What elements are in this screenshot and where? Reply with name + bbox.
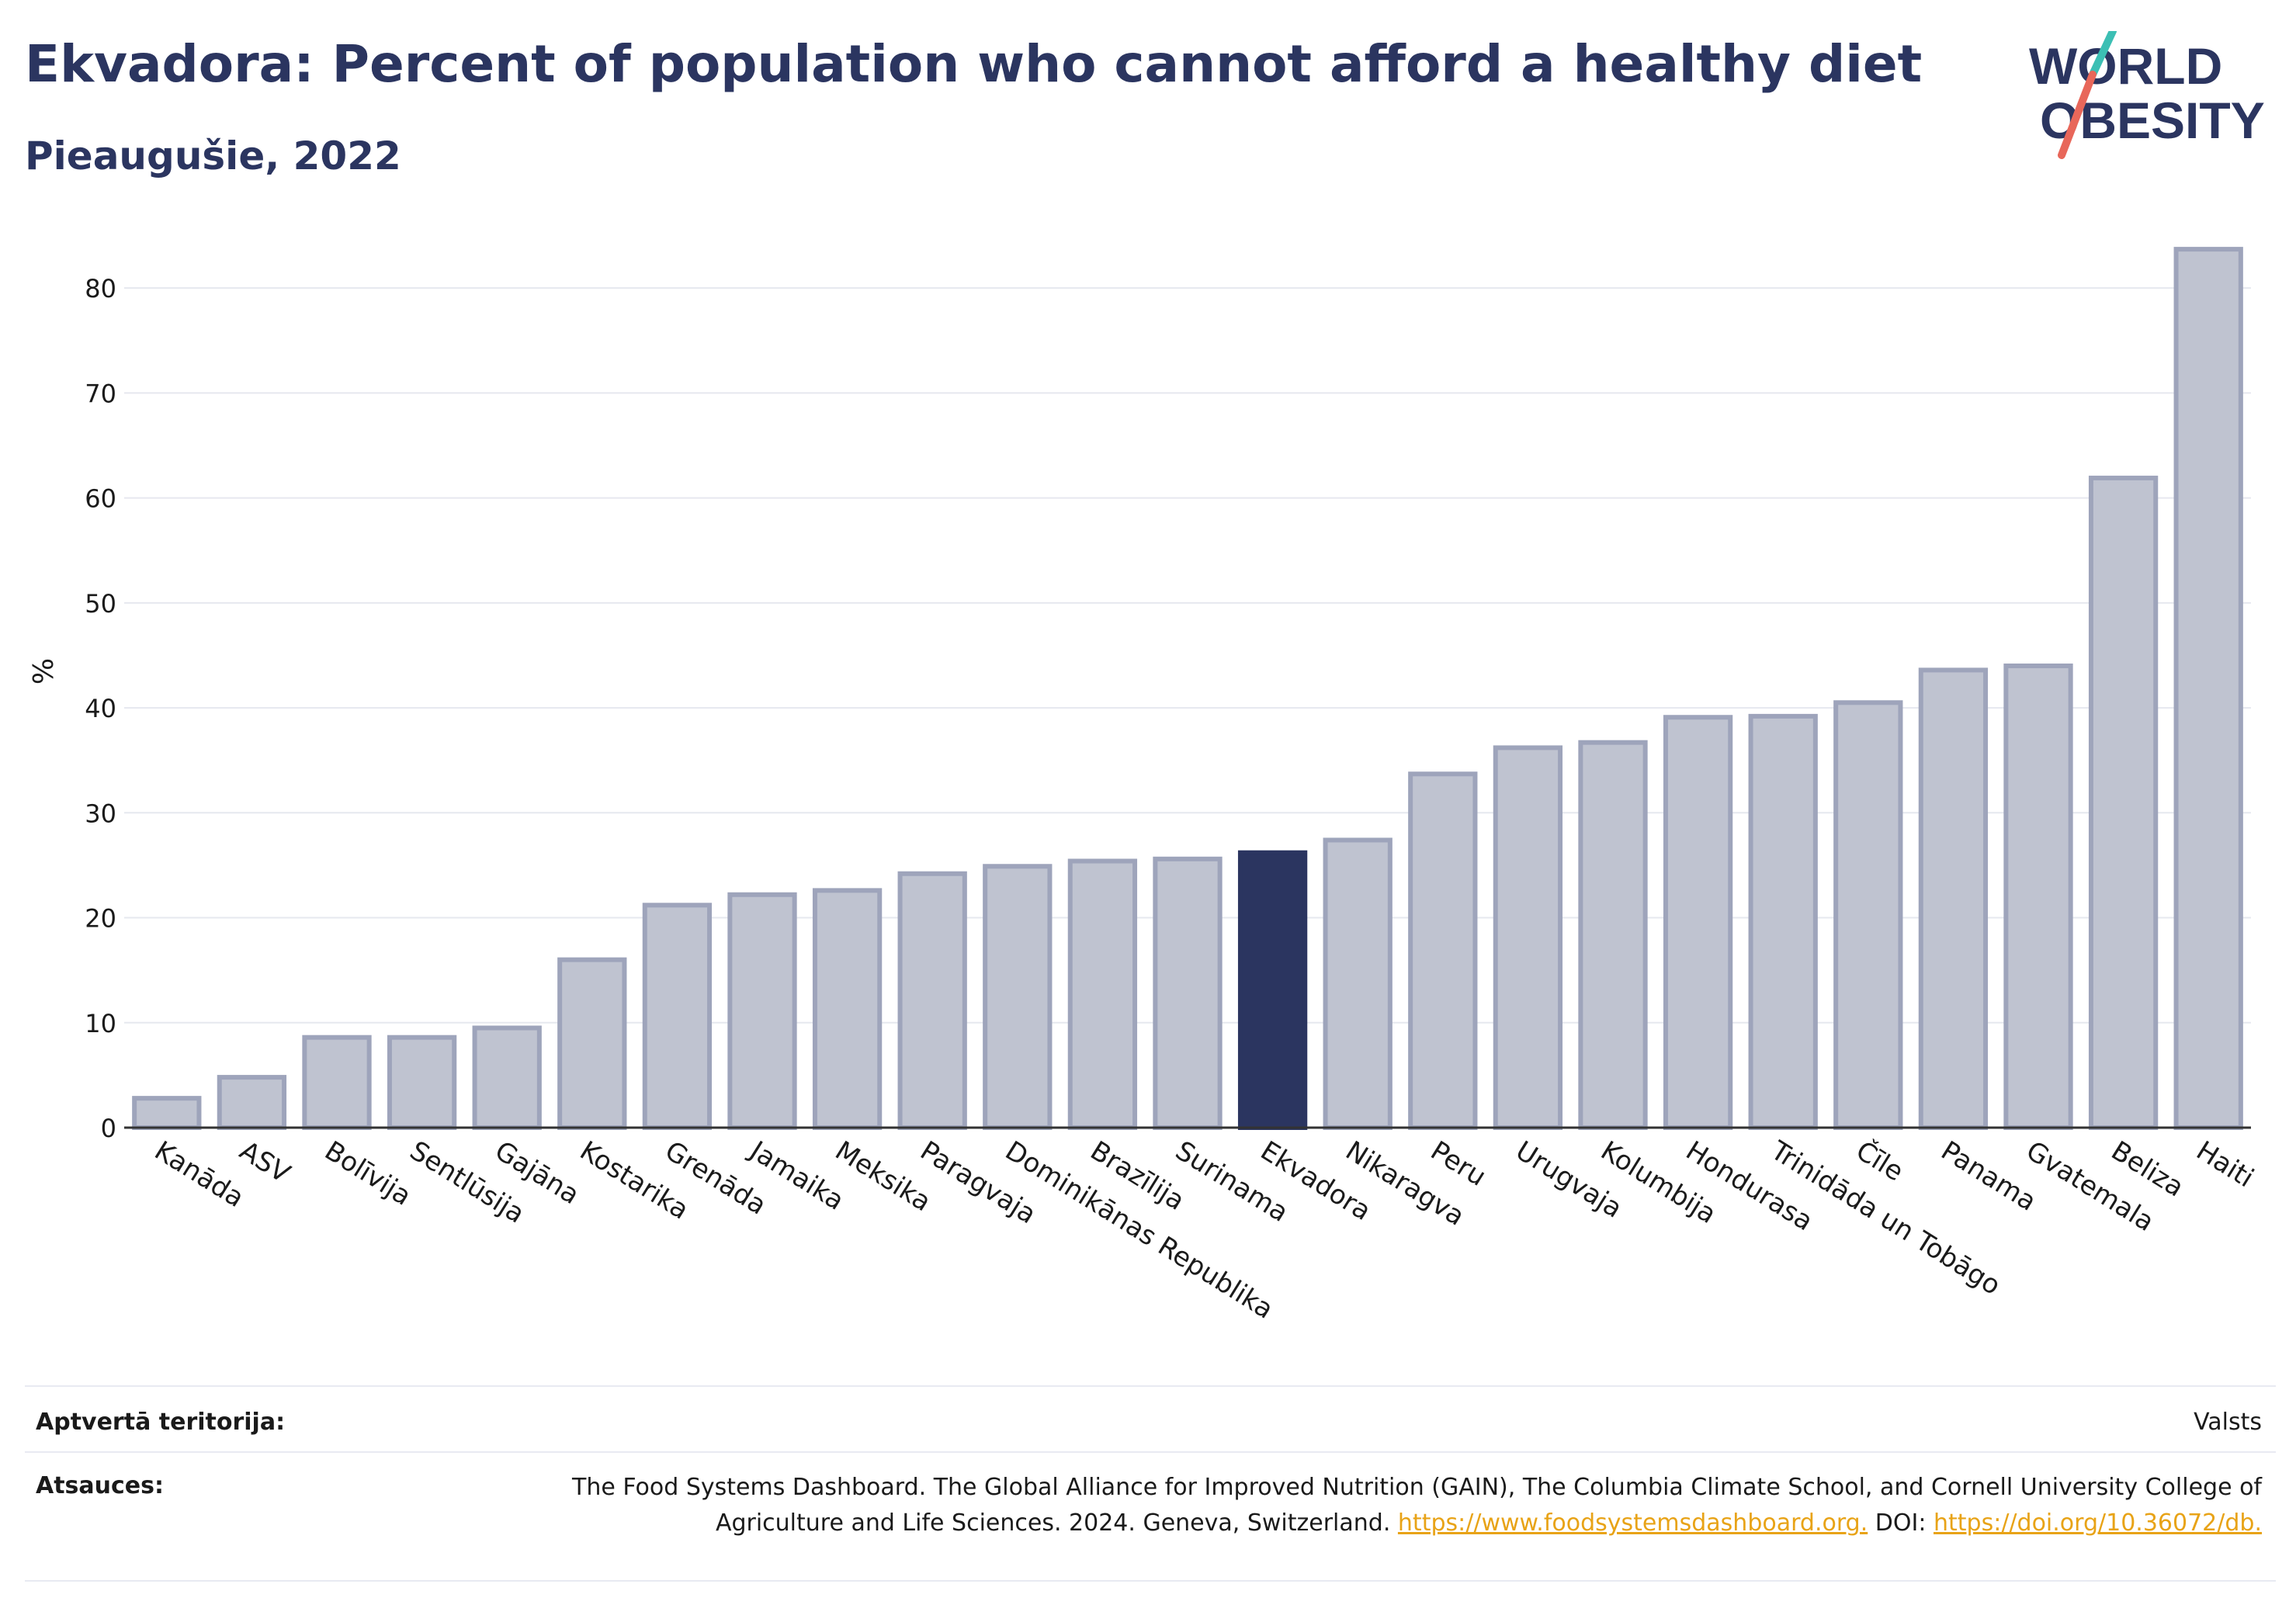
bar-čīle [1833,700,1903,1130]
sources-text: The Food Systems Dashboard. The Global A… [554,1470,2262,1541]
footer-divider [25,1385,2276,1387]
bar-paragvaja [897,871,967,1130]
footer-divider [25,1580,2276,1582]
chart-title: Ekvadora: Percent of population who cann… [25,34,1923,94]
y-tick-label: 70 [85,379,116,408]
y-tick-label: 50 [85,589,116,619]
bar-kanāda [132,1096,202,1131]
bar-panama [1918,667,1989,1130]
bar-gvatemala [2003,663,2073,1130]
sources-doi-label: DOI: [1875,1509,1927,1537]
sources-link-dashboard[interactable]: https://www.foodsystemsdashboard.org. [1397,1509,1868,1537]
footer-divider [25,1451,2276,1453]
y-axis-ticks: 0 10 20 30 40 50 60 70 80 [85,274,116,1143]
y-tick-label: 0 [101,1114,116,1143]
y-tick-label: 30 [85,799,116,828]
y-tick-label: 10 [85,1009,116,1038]
bar-kostarika [557,957,627,1131]
x-tick-label: Panama [1936,1135,2042,1218]
bar-trinidāda-un-tobāgo [1748,713,1818,1130]
x-tick-label: Meksika [830,1135,936,1218]
coverage-label: Aptvertā teritorija: [36,1409,286,1436]
y-tick-label: 60 [85,484,116,514]
logo-line-1: WORLD [2029,37,2222,95]
bar-brazīlija [1067,858,1138,1130]
x-tick-label: ASV [234,1135,296,1190]
bar-urugvaja [1493,745,1563,1130]
x-tick-label: Čīle [1850,1135,1909,1187]
bar-bolīvija [302,1035,372,1130]
bar-kolumbija [1578,740,1648,1131]
y-axis-label: % [28,658,60,684]
bar-meksika [812,888,883,1130]
bars [132,247,2243,1131]
bar-hondurasa [1663,715,1733,1130]
bar-beliza [2088,475,2159,1130]
sources-label: Atsauces: [36,1472,164,1499]
y-tick-label: 20 [85,904,116,934]
bar-nikaragva [1323,837,1393,1130]
coverage-value: Valsts [2194,1409,2262,1436]
x-tick-label: Bolīvija [319,1135,416,1212]
world-obesity-logo: WORLD OBESITY [2029,31,2265,159]
bar-sentlūsija [387,1035,457,1130]
chart-subtitle: Pieaugušie, 2022 [25,133,401,178]
bar-gajāna [472,1025,542,1130]
x-tick-label: Haiti [2190,1135,2259,1194]
sources-link-doi[interactable]: https://doi.org/10.36072/db. [1934,1509,2262,1537]
bar-ekvadora [1237,850,1308,1130]
bar-asv [217,1075,287,1131]
y-tick-label: 40 [85,694,116,723]
x-tick-label: Kanāda [149,1135,249,1214]
bar-dominikānas-republika [983,864,1053,1130]
bar-surinama [1153,856,1223,1131]
bar-jamaika [727,892,797,1130]
bar-peru [1408,771,1478,1131]
sources-body: The Food Systems Dashboard. The Global A… [572,1474,2262,1537]
bar-haiti [2173,247,2243,1130]
y-tick-label: 80 [85,274,116,303]
bar-grenāda [642,903,713,1131]
